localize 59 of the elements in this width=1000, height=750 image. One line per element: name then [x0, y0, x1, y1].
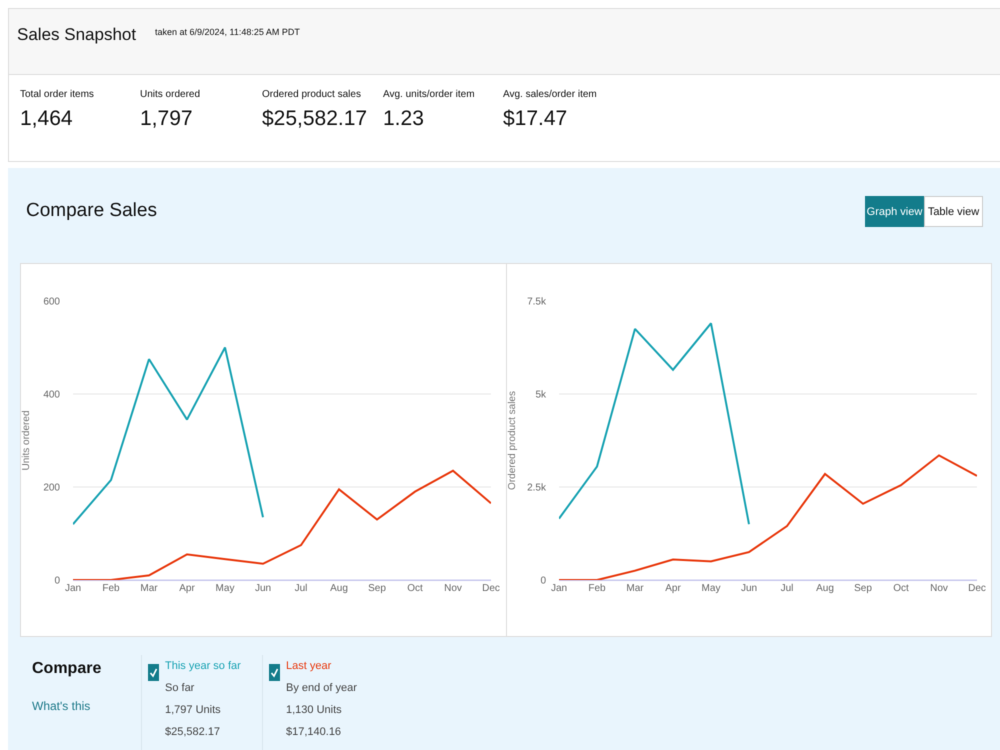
text: $17,140.16	[286, 726, 342, 738]
text: This year so far	[165, 660, 241, 672]
x-tick-label: Oct	[893, 583, 909, 594]
text: Ordered product sales	[262, 89, 361, 100]
x-tick-label: Mar	[626, 583, 644, 594]
x-tick-label: Nov	[930, 583, 948, 594]
text: $17.47	[503, 107, 568, 131]
x-tick-label: Dec	[968, 583, 986, 594]
x-tick-label: Oct	[407, 583, 423, 594]
x-tick-label: Sep	[368, 583, 386, 594]
y-tick-label: 200	[43, 482, 60, 494]
x-tick-label: Mar	[140, 583, 158, 594]
text: Avg. sales/order item	[503, 89, 597, 100]
text: By end of year	[286, 682, 357, 694]
text: 1,797 Units	[165, 704, 221, 716]
text: $25,582.17	[262, 107, 368, 131]
view-toggle-button: Table view	[924, 196, 983, 227]
text: 1,464	[20, 107, 73, 131]
x-tick-label: Jul	[780, 583, 794, 594]
x-tick-label: Feb	[588, 583, 606, 594]
x-tick-label: Jun	[740, 583, 758, 594]
x-tick-label: Nov	[444, 583, 462, 594]
x-tick-label: Aug	[330, 583, 348, 594]
x-tick-label: Apr	[179, 583, 196, 594]
text: $25,582.17	[165, 726, 220, 738]
text: So far	[165, 682, 194, 694]
text: Units ordered	[140, 89, 200, 100]
text: Last year	[286, 660, 332, 672]
y-axis-title: Ordered product sales	[507, 391, 518, 490]
x-tick-label: Sep	[854, 583, 872, 594]
text: 1,797	[140, 107, 193, 131]
text: Avg. units/order item	[383, 89, 475, 100]
text: 1,130 Units	[286, 704, 342, 716]
x-tick-label: Aug	[816, 583, 834, 594]
text: What's this	[32, 699, 90, 713]
text: taken at 6/9/2024, 11:48:25 AM PDT	[155, 27, 300, 37]
y-tick-label: 600	[43, 296, 60, 308]
text: Compare	[32, 660, 102, 678]
x-tick-label: Jun	[254, 583, 272, 594]
text: Total order items	[20, 89, 94, 100]
y-tick-label: 0	[540, 576, 546, 586]
x-tick-label: Jan	[550, 583, 568, 594]
y-tick-label: 7.5k	[527, 296, 547, 308]
y-axis-title: Units ordered	[21, 410, 32, 471]
chart-title: Compare Sales	[26, 200, 157, 222]
y-tick-label: 2.5k	[527, 482, 547, 494]
x-tick-label: May	[702, 583, 720, 594]
y-tick-label: 5k	[535, 390, 547, 400]
x-tick-label: May	[216, 583, 234, 594]
x-tick-label: Dec	[482, 583, 500, 594]
y-tick-label: 400	[43, 390, 60, 400]
x-tick-label: Feb	[102, 583, 120, 594]
text: Sales Snapshot	[17, 25, 136, 45]
x-tick-label: Apr	[665, 583, 682, 594]
y-tick-label: 0	[54, 576, 60, 586]
x-tick-label: Jul	[294, 583, 308, 594]
view-toggle-button: Graph view	[865, 196, 924, 227]
text: 1.23	[383, 107, 424, 131]
x-tick-label: Jan	[64, 583, 82, 594]
